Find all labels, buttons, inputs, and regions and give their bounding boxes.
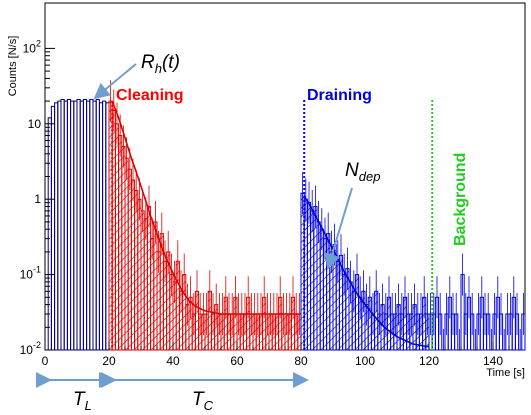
- x-tick-label-1: 20: [102, 354, 116, 368]
- annotation-ndep-sub: dep: [359, 169, 381, 184]
- y-axis-label: Counts [N/s]: [7, 36, 19, 97]
- y-tick-label-2: 1: [34, 192, 41, 206]
- annotation-rh-suffix: (t): [162, 52, 180, 73]
- interval-tc-label: TC: [192, 389, 214, 413]
- region-label-draining: Draining: [307, 87, 372, 104]
- annotation-ndep-symbol: N: [345, 160, 359, 181]
- x-tick-label-4: 80: [294, 354, 308, 368]
- annotation-rh-symbol: R: [141, 52, 155, 73]
- series-cleaning: [109, 80, 301, 350]
- y-tick-label-3: 10: [28, 117, 42, 131]
- interval-tl-sub: L: [85, 398, 92, 413]
- region-label-background: Background: [452, 153, 469, 246]
- y-tick-exponent-4: 2: [36, 38, 41, 48]
- series-draining: [301, 172, 429, 350]
- annotation-rh: Rh(t): [141, 52, 180, 76]
- x-tick-label-5: 100: [355, 354, 375, 368]
- annotation-rh-sub: h: [155, 61, 162, 76]
- x-tick-label-2: 40: [166, 354, 180, 368]
- series-loading: [48, 100, 109, 351]
- x-tick-label-0: 0: [42, 354, 49, 368]
- x-tick-label-7: 140: [483, 354, 503, 368]
- x-axis-label: Time [s]: [486, 367, 525, 379]
- x-tick-label-6: 120: [419, 354, 439, 368]
- region-label-cleaning: Cleaning: [116, 87, 184, 104]
- interval-tl-label: TL: [73, 389, 92, 413]
- y-tick-exponent-1: -1: [33, 265, 41, 275]
- y-tick-exponent-0: -2: [33, 340, 41, 350]
- y-tick-label-1: 10-1: [20, 265, 41, 282]
- x-tick-label-3: 60: [230, 354, 244, 368]
- y-tick-label-4: 102: [23, 38, 41, 55]
- y-tick-label-0: 10-2: [20, 340, 41, 357]
- annotation-ndep: Ndep: [345, 160, 380, 184]
- interval-tc-sub: C: [204, 398, 214, 413]
- series-background: [429, 254, 525, 350]
